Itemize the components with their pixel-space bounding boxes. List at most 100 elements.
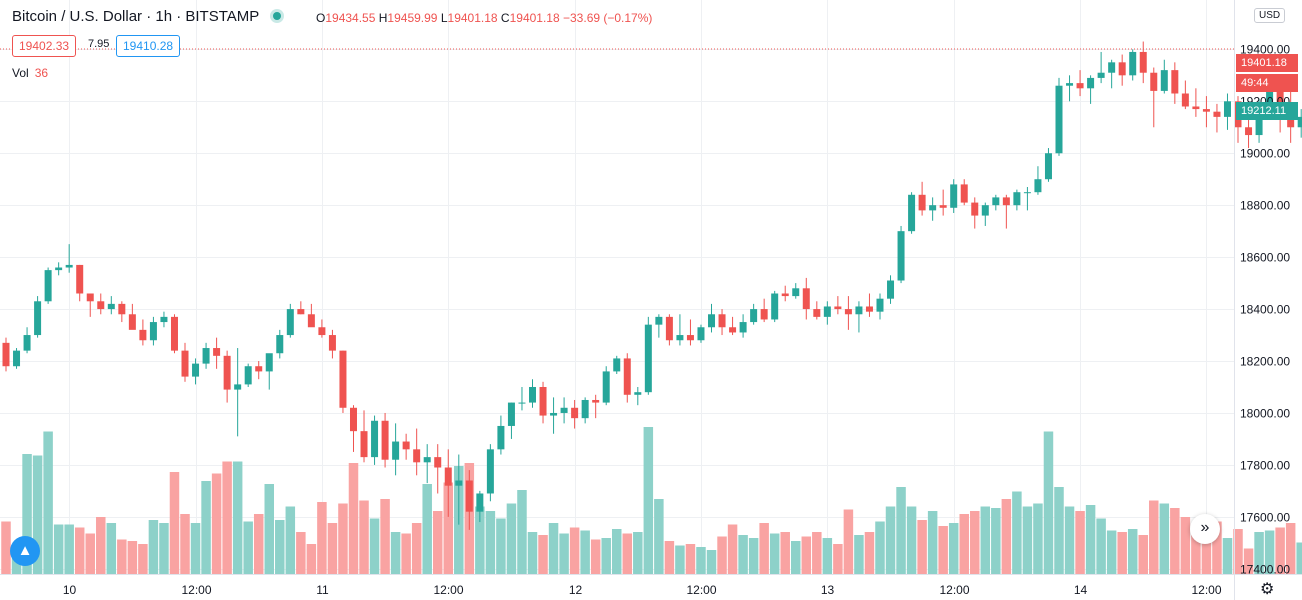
- symbol-legend[interactable]: Bitcoin / U.S. Dollar · 1h · BITSTAMP: [12, 8, 295, 25]
- candle-body: [760, 309, 768, 320]
- candle-body: [1023, 192, 1031, 194]
- volume-bar: [633, 532, 643, 574]
- volume-bar: [190, 523, 201, 574]
- volume-bar: [1222, 538, 1233, 574]
- volume-bar: [169, 472, 180, 574]
- volume-bar: [927, 511, 938, 574]
- volume-bar: [601, 538, 611, 574]
- volume-bar: [970, 511, 980, 574]
- candle-body: [181, 350, 189, 377]
- candle-body: [1108, 62, 1116, 73]
- time-axis[interactable]: 10 12:00 11 12:00 12 12:00 13 12:00 14 12:00: [63, 583, 1222, 597]
- volume-bar: [864, 532, 875, 574]
- price-axis[interactable]: 19400.0019200.0019000.0018800.0018600.00…: [1240, 43, 1290, 577]
- candle-body: [665, 316, 673, 341]
- candle-body: [55, 267, 63, 271]
- volume-bar: [833, 544, 843, 574]
- volume-bar: [148, 520, 159, 574]
- volume-bar: [485, 511, 496, 574]
- volume-bar: [296, 532, 306, 574]
- volume-bar: [74, 527, 85, 574]
- volume-bar: [875, 521, 885, 574]
- candle-body: [697, 327, 705, 341]
- sell-price-button[interactable]: 19402.33: [12, 35, 77, 57]
- market-open-icon: [273, 12, 282, 21]
- volume-bar: [590, 539, 601, 574]
- candle-body: [1139, 51, 1147, 73]
- volume-bar: [117, 539, 127, 574]
- volume-bar: [885, 506, 896, 574]
- volume-bar: [738, 535, 748, 574]
- open-value: 19434.55: [325, 11, 376, 25]
- bar-countdown-tag: 49:44: [1236, 74, 1298, 92]
- candle-body: [623, 358, 631, 395]
- candle-body: [1245, 127, 1253, 136]
- candle-body: [771, 293, 779, 320]
- volume-bar: [1191, 533, 1201, 574]
- price-tick-label: 18000.00: [1240, 407, 1290, 421]
- chevron-double-right-icon: »: [1200, 519, 1210, 536]
- candle-body: [571, 407, 579, 419]
- candle-body: [297, 309, 305, 315]
- time-tick-label: 14: [1074, 583, 1088, 597]
- candle-body: [413, 449, 421, 463]
- volume-bar: [1254, 532, 1264, 574]
- candle-body: [392, 441, 400, 460]
- currency-button[interactable]: USD: [1254, 8, 1286, 23]
- candle-body: [1044, 153, 1052, 180]
- volume-bar: [1233, 529, 1243, 574]
- candle-body: [750, 309, 758, 323]
- volume-bar: [1001, 499, 1012, 574]
- candle-body: [360, 431, 368, 458]
- low-value: 19401.18: [447, 11, 498, 25]
- volume-bar: [1064, 506, 1075, 574]
- volume-bar: [127, 541, 138, 574]
- volume-bar: [759, 523, 769, 574]
- volume-bar: [727, 524, 738, 574]
- time-tick-label: 12:00: [939, 583, 969, 597]
- price-candles: [2, 41, 1302, 530]
- volume-bar: [1285, 523, 1296, 574]
- price-tick-label: 18200.00: [1240, 355, 1290, 369]
- scroll-to-realtime-button[interactable]: »: [1190, 514, 1220, 544]
- volume-bar: [580, 530, 590, 574]
- volume-bar: [791, 541, 801, 574]
- gear-icon[interactable]: ⚙: [1260, 581, 1275, 598]
- volume-bar: [1159, 503, 1170, 574]
- candle-body: [729, 327, 737, 333]
- volume-bar: [43, 431, 53, 574]
- time-tick-label: 12:00: [433, 583, 463, 597]
- candle-body: [1266, 77, 1274, 112]
- candle-body: [434, 457, 442, 468]
- volume-bar: [138, 544, 148, 574]
- candle-body: [1129, 51, 1137, 76]
- volume-bar: [801, 536, 812, 574]
- volume-bar: [527, 532, 538, 574]
- volume-bar: [338, 503, 348, 574]
- candle-body: [307, 314, 315, 328]
- volume-bar: [201, 481, 211, 574]
- volume-bars: [1, 427, 1302, 574]
- volume-bar: [1201, 524, 1212, 574]
- price-tick-label: 17600.00: [1240, 511, 1290, 525]
- price-tick-label: 19000.00: [1240, 147, 1290, 161]
- volume-bar: [1043, 431, 1054, 574]
- volume-bar: [285, 506, 296, 574]
- volume-bar: [380, 499, 390, 574]
- candle-body: [1255, 111, 1263, 136]
- volume-bar: [1275, 527, 1285, 574]
- candle-body: [1002, 197, 1010, 206]
- volume-legend[interactable]: Vol 36: [12, 66, 49, 80]
- volume-bar: [1075, 511, 1085, 574]
- candle-body: [455, 480, 463, 486]
- candle-body: [255, 366, 263, 372]
- volume-bar: [359, 500, 369, 574]
- candle-body: [423, 457, 431, 463]
- price-tick-label: 18400.00: [1240, 303, 1290, 317]
- price-tick-label: 17400.00: [1240, 563, 1290, 577]
- tradingview-logo-icon[interactable]: ▲: [10, 536, 40, 566]
- volume-bar: [559, 533, 569, 574]
- buy-price-button[interactable]: 19410.28: [116, 35, 181, 57]
- candle-body: [476, 493, 484, 512]
